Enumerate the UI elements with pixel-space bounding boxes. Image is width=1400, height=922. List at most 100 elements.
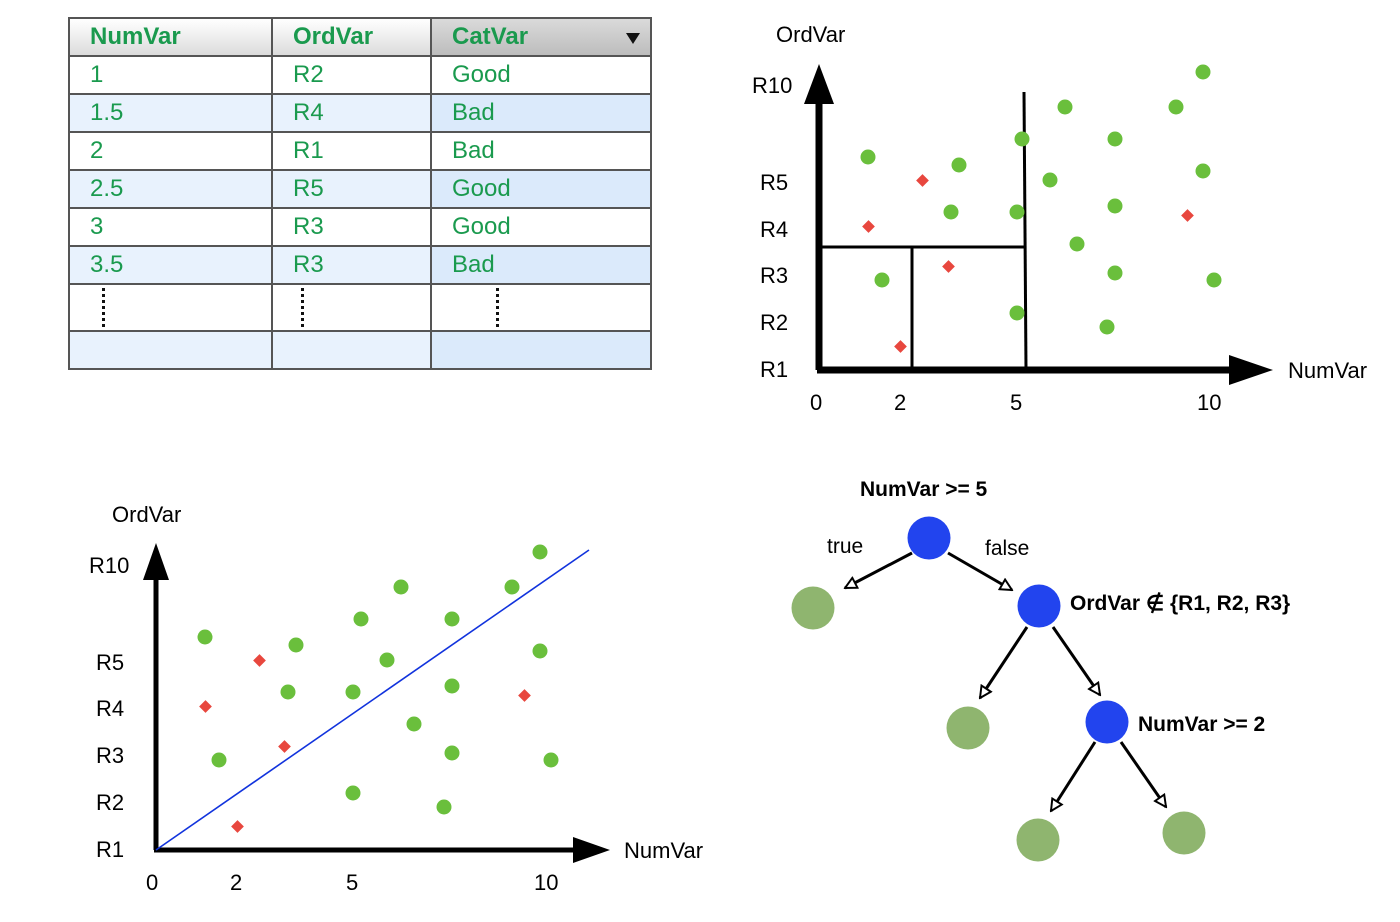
- cell-numvar: 1.5: [68, 93, 273, 133]
- y-tick-r5: R5: [96, 650, 124, 675]
- cell-ordvar: R1: [271, 131, 432, 171]
- cell-catvar: Bad: [430, 93, 652, 133]
- x-tick-5: 5: [346, 870, 358, 895]
- x-tick-0: 0: [810, 390, 822, 415]
- cell-numvar: 1: [68, 55, 273, 95]
- tree-leaf-node[interactable]: [791, 586, 835, 630]
- column-header-catvar[interactable]: CatVar: [430, 17, 652, 57]
- cell-catvar: Bad: [430, 245, 652, 285]
- x-tick-10: 10: [1197, 390, 1221, 415]
- cell-numvar: 3: [68, 207, 273, 247]
- good-point: [943, 204, 959, 220]
- empty-cell: [68, 330, 273, 370]
- tree-node2-label: OrdVar ∉ {R1, R2, R3}: [1070, 591, 1290, 615]
- good-point: [1107, 198, 1123, 214]
- vertical-ellipsis-icon: [301, 288, 304, 330]
- tree-split-node-root[interactable]: [907, 516, 951, 560]
- y-tick-r1: R1: [96, 837, 124, 862]
- good-point: [532, 544, 548, 560]
- tree-leaf-node[interactable]: [1162, 811, 1206, 855]
- tree-edge-node2-left: [978, 626, 1029, 698]
- sort-down-arrow-icon[interactable]: [626, 33, 640, 44]
- tree-false-label: false: [985, 537, 1029, 560]
- oblique-boundary-line: [155, 549, 590, 851]
- vertical-ellipsis-cell: [68, 283, 273, 332]
- y-tick-r4: R4: [760, 217, 788, 242]
- vertical-ellipsis-cell: [271, 283, 432, 332]
- cell-ordvar: R3: [271, 207, 432, 247]
- y-axis-label: OrdVar: [112, 502, 181, 527]
- x-tick-10: 10: [534, 870, 558, 895]
- table-row-empty: [68, 330, 652, 370]
- good-point: [1069, 236, 1085, 252]
- scatter-plot-axis-aligned: OrdVar NumVar R10 R5 R4 R3 R2 R1 0 2 5 1…: [752, 22, 1367, 415]
- column-header-catvar-label: CatVar: [452, 23, 529, 50]
- tree-edge-node3-right: [1119, 741, 1166, 807]
- good-point: [379, 652, 395, 668]
- bad-point: [862, 220, 875, 233]
- bad-point: [942, 260, 955, 273]
- x-axis-arrowhead-icon: [573, 837, 610, 863]
- table-row: 2 R1 Bad: [68, 131, 652, 171]
- tree-true-label: true: [827, 535, 863, 558]
- table-row: 3.5 R3 Bad: [68, 245, 652, 285]
- x-tick-2: 2: [230, 870, 242, 895]
- good-point: [1195, 64, 1211, 80]
- empty-cell: [430, 330, 652, 370]
- y-axis-arrowhead-icon: [143, 543, 169, 580]
- tree-leaf-node[interactable]: [1016, 818, 1060, 862]
- cell-numvar: 3.5: [68, 245, 273, 285]
- y-tick-r5: R5: [760, 170, 788, 195]
- good-point: [211, 752, 227, 768]
- good-point: [1168, 99, 1184, 115]
- column-header-ordvar[interactable]: OrdVar: [271, 17, 432, 57]
- bad-points: [199, 654, 531, 833]
- tree-edge-root-false: [947, 551, 1012, 592]
- good-point: [504, 579, 520, 595]
- good-point: [1057, 99, 1073, 115]
- good-point: [436, 799, 452, 815]
- table-header-row: NumVar OrdVar CatVar: [68, 17, 652, 57]
- table-row: 1.5 R4 Bad: [68, 93, 652, 133]
- y-tick-r2: R2: [760, 310, 788, 335]
- good-point: [280, 684, 296, 700]
- cell-numvar: 2: [68, 131, 273, 171]
- y-tick-r10: R10: [752, 73, 792, 98]
- scatter-plot-oblique: OrdVar NumVar R10 R5 R4 R3 R2 R1 0 2 5 1…: [89, 502, 703, 895]
- bad-point: [278, 740, 291, 753]
- good-point: [1099, 319, 1115, 335]
- vertical-ellipsis-cell: [430, 283, 652, 332]
- y-axis-arrowhead-icon: [804, 64, 834, 104]
- bad-point: [894, 340, 907, 353]
- y-axis-label: OrdVar: [776, 22, 845, 47]
- good-point: [406, 716, 422, 732]
- tree-node3-label: NumVar >= 2: [1138, 713, 1265, 736]
- good-point: [353, 611, 369, 627]
- good-point: [444, 678, 460, 694]
- good-point: [444, 611, 460, 627]
- y-tick-r1: R1: [760, 357, 788, 382]
- cell-catvar: Good: [430, 169, 652, 209]
- good-point: [1042, 172, 1058, 188]
- table-row-ellipsis: [68, 283, 652, 332]
- table-row: 3 R3 Good: [68, 207, 652, 247]
- x-axis-label: NumVar: [1288, 358, 1367, 383]
- bad-point: [199, 700, 212, 713]
- x-tick-2: 2: [894, 390, 906, 415]
- column-header-numvar[interactable]: NumVar: [68, 17, 273, 57]
- y-tick-r3: R3: [760, 263, 788, 288]
- tree-leaf-node[interactable]: [946, 706, 990, 750]
- good-point: [444, 745, 460, 761]
- table-row: 1 R2 Good: [68, 55, 652, 95]
- good-point: [197, 629, 213, 645]
- y-tick-r4: R4: [96, 696, 124, 721]
- good-point: [1009, 305, 1025, 321]
- good-point: [345, 684, 361, 700]
- vertical-ellipsis-icon: [496, 288, 499, 330]
- tree-edge-node3-left: [1049, 741, 1097, 811]
- tree-split-node-numvar2[interactable]: [1085, 700, 1129, 744]
- tree-split-node-ordvar[interactable]: [1017, 584, 1061, 628]
- bad-point: [1181, 209, 1194, 222]
- bad-point: [253, 654, 266, 667]
